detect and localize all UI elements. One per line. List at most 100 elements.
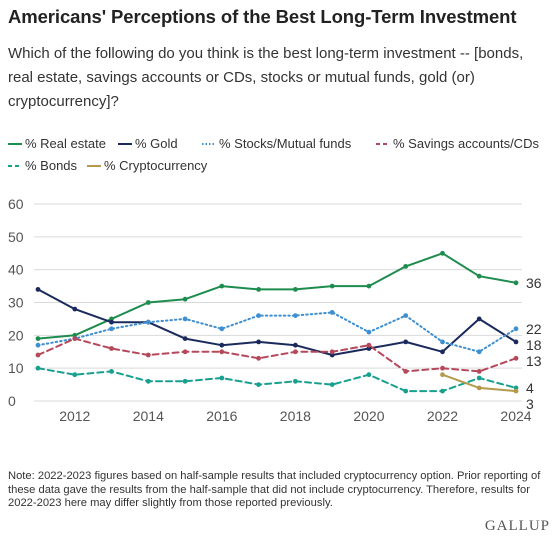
x-tick-label: 2020 xyxy=(353,408,384,424)
y-axis: 0 10 20 30 40 50 60 xyxy=(8,196,24,409)
data-point-real-estate-2012 xyxy=(72,332,78,338)
legend-item-real-estate: % Real estate xyxy=(8,136,106,151)
data-point-stocks-mutual-funds-2021 xyxy=(403,313,409,318)
legend-label: % Stocks/Mutual funds xyxy=(219,136,352,151)
data-point-cryptocurrency-2024 xyxy=(513,388,519,394)
data-point-stocks-mutual-funds-2017 xyxy=(256,313,261,318)
data-point-savings-accounts-cds-2012 xyxy=(72,336,78,341)
data-point-real-estate-2023 xyxy=(476,273,482,279)
data-point-stocks-mutual-funds-2015 xyxy=(182,316,188,322)
data-point-savings-accounts-cds-2016 xyxy=(219,349,225,355)
legend-item-cryptocurrency: % Cryptocurrency xyxy=(87,158,208,173)
chart-subtitle: Which of the following do you think is t… xyxy=(8,45,524,110)
legend-label: % Bonds xyxy=(25,158,78,173)
data-point-stocks-mutual-funds-2023 xyxy=(476,349,482,355)
end-label-bonds: 4 xyxy=(526,380,534,396)
data-point-stocks-mutual-funds-2016 xyxy=(219,326,225,332)
legend: % Real estate % Gold % Stocks/Mutual funds… xyxy=(8,136,539,173)
data-point-stocks-mutual-funds-2018 xyxy=(293,313,298,318)
data-point-savings-accounts-cds-2020 xyxy=(366,342,372,348)
end-label-cryptocurrency: 3 xyxy=(526,396,534,412)
x-tick-label: 2016 xyxy=(206,408,237,424)
data-point-gold-2018 xyxy=(293,342,298,348)
legend-label: % Gold xyxy=(135,136,178,151)
data-point-bonds-2022 xyxy=(440,388,445,394)
data-point-gold-2021 xyxy=(403,339,409,345)
data-point-bonds-2018 xyxy=(293,378,298,384)
series-line-bonds xyxy=(37,367,517,393)
legend-item-gold: % Gold xyxy=(118,136,178,151)
data-point-savings-accounts-cds-2024 xyxy=(513,355,519,361)
chart-title: Americans' Perceptions of the Best Long-… xyxy=(8,6,517,27)
data-point-gold-2017 xyxy=(256,339,261,345)
x-tick-label: 2014 xyxy=(133,408,164,424)
data-point-cryptocurrency-2022 xyxy=(440,372,445,378)
y-tick-label: 20 xyxy=(8,327,24,343)
y-tick-label: 30 xyxy=(8,295,24,311)
data-point-stocks-mutual-funds-2019 xyxy=(329,310,335,315)
end-label-savings-accounts-cds: 13 xyxy=(526,353,542,369)
data-point-gold-2016 xyxy=(219,342,225,348)
legend-item-bonds: % Bonds xyxy=(8,158,78,173)
data-point-bonds-2020 xyxy=(366,372,372,378)
data-point-real-estate-2011 xyxy=(35,336,41,341)
data-point-bonds-2016 xyxy=(219,375,225,381)
x-axis: 2012 2014 2016 2018 2020 2022 2024 xyxy=(59,408,532,424)
data-point-real-estate-2018 xyxy=(293,287,298,292)
legend-item-stocks-mutual-funds: % Stocks/Mutual funds xyxy=(202,136,352,151)
data-point-savings-accounts-cds-2011 xyxy=(35,352,41,358)
data-point-gold-2022 xyxy=(440,349,445,355)
data-point-bonds-2023 xyxy=(476,375,482,381)
data-point-savings-accounts-cds-2019 xyxy=(329,349,335,355)
y-tick-label: 40 xyxy=(8,262,24,278)
data-point-stocks-mutual-funds-2024 xyxy=(513,326,519,332)
data-point-bonds-2019 xyxy=(329,382,335,387)
data-point-gold-2023 xyxy=(476,316,482,322)
legend-label: % Real estate xyxy=(25,136,106,151)
data-point-gold-2015 xyxy=(182,336,188,341)
data-point-bonds-2013 xyxy=(109,369,114,374)
data-point-stocks-mutual-funds-2022 xyxy=(440,339,445,345)
data-point-real-estate-2019 xyxy=(329,283,335,289)
data-point-bonds-2021 xyxy=(403,388,409,394)
data-point-stocks-mutual-funds-2011 xyxy=(35,342,41,348)
data-point-savings-accounts-cds-2015 xyxy=(182,349,188,355)
y-tick-label: 10 xyxy=(8,360,24,376)
series-line-real-estate xyxy=(37,252,517,340)
data-point-savings-accounts-cds-2023 xyxy=(476,369,482,374)
legend-label: % Cryptocurrency xyxy=(104,158,208,173)
legend-label: % Savings accounts/CDs xyxy=(393,136,539,151)
y-tick-label: 50 xyxy=(8,229,24,245)
source-logo: GALLUP xyxy=(484,518,550,534)
x-tick-label: 2022 xyxy=(427,408,458,424)
y-tick-label: 60 xyxy=(8,196,24,212)
data-point-savings-accounts-cds-2022 xyxy=(440,365,445,371)
data-point-gold-2012 xyxy=(72,306,78,312)
data-point-gold-2020 xyxy=(366,346,372,351)
end-label-real-estate: 36 xyxy=(526,275,542,291)
x-tick-label: 2024 xyxy=(500,408,531,424)
x-tick-label: 2012 xyxy=(59,408,90,424)
data-point-real-estate-2021 xyxy=(403,264,409,269)
series-line-stocks-mutual-funds xyxy=(37,311,517,353)
data-point-bonds-2012 xyxy=(72,372,78,378)
data-point-cryptocurrency-2023 xyxy=(476,385,482,391)
data-point-real-estate-2016 xyxy=(219,283,225,289)
footnote: Note: 2022-2023 figures based on half-sa… xyxy=(8,470,541,509)
series-line-savings-accounts-cds xyxy=(37,337,517,373)
data-point-savings-accounts-cds-2021 xyxy=(403,369,409,374)
series-lines xyxy=(37,252,517,393)
data-point-real-estate-2015 xyxy=(182,296,188,302)
line-chart: % Real estate % Gold % Stocks/Mutual funds… xyxy=(8,136,542,424)
data-point-savings-accounts-cds-2013 xyxy=(109,346,114,351)
data-point-gold-2024 xyxy=(513,339,519,345)
data-point-real-estate-2020 xyxy=(366,283,372,289)
data-point-real-estate-2013 xyxy=(109,316,114,322)
data-point-savings-accounts-cds-2014 xyxy=(145,352,151,358)
data-point-stocks-mutual-funds-2020 xyxy=(366,329,372,335)
legend-item-savings-accounts-cds: % Savings accounts/CDs xyxy=(376,136,539,151)
data-point-bonds-2011 xyxy=(35,365,41,371)
end-label-stocks-mutual-funds: 22 xyxy=(526,321,542,337)
series-line-gold xyxy=(37,288,517,356)
